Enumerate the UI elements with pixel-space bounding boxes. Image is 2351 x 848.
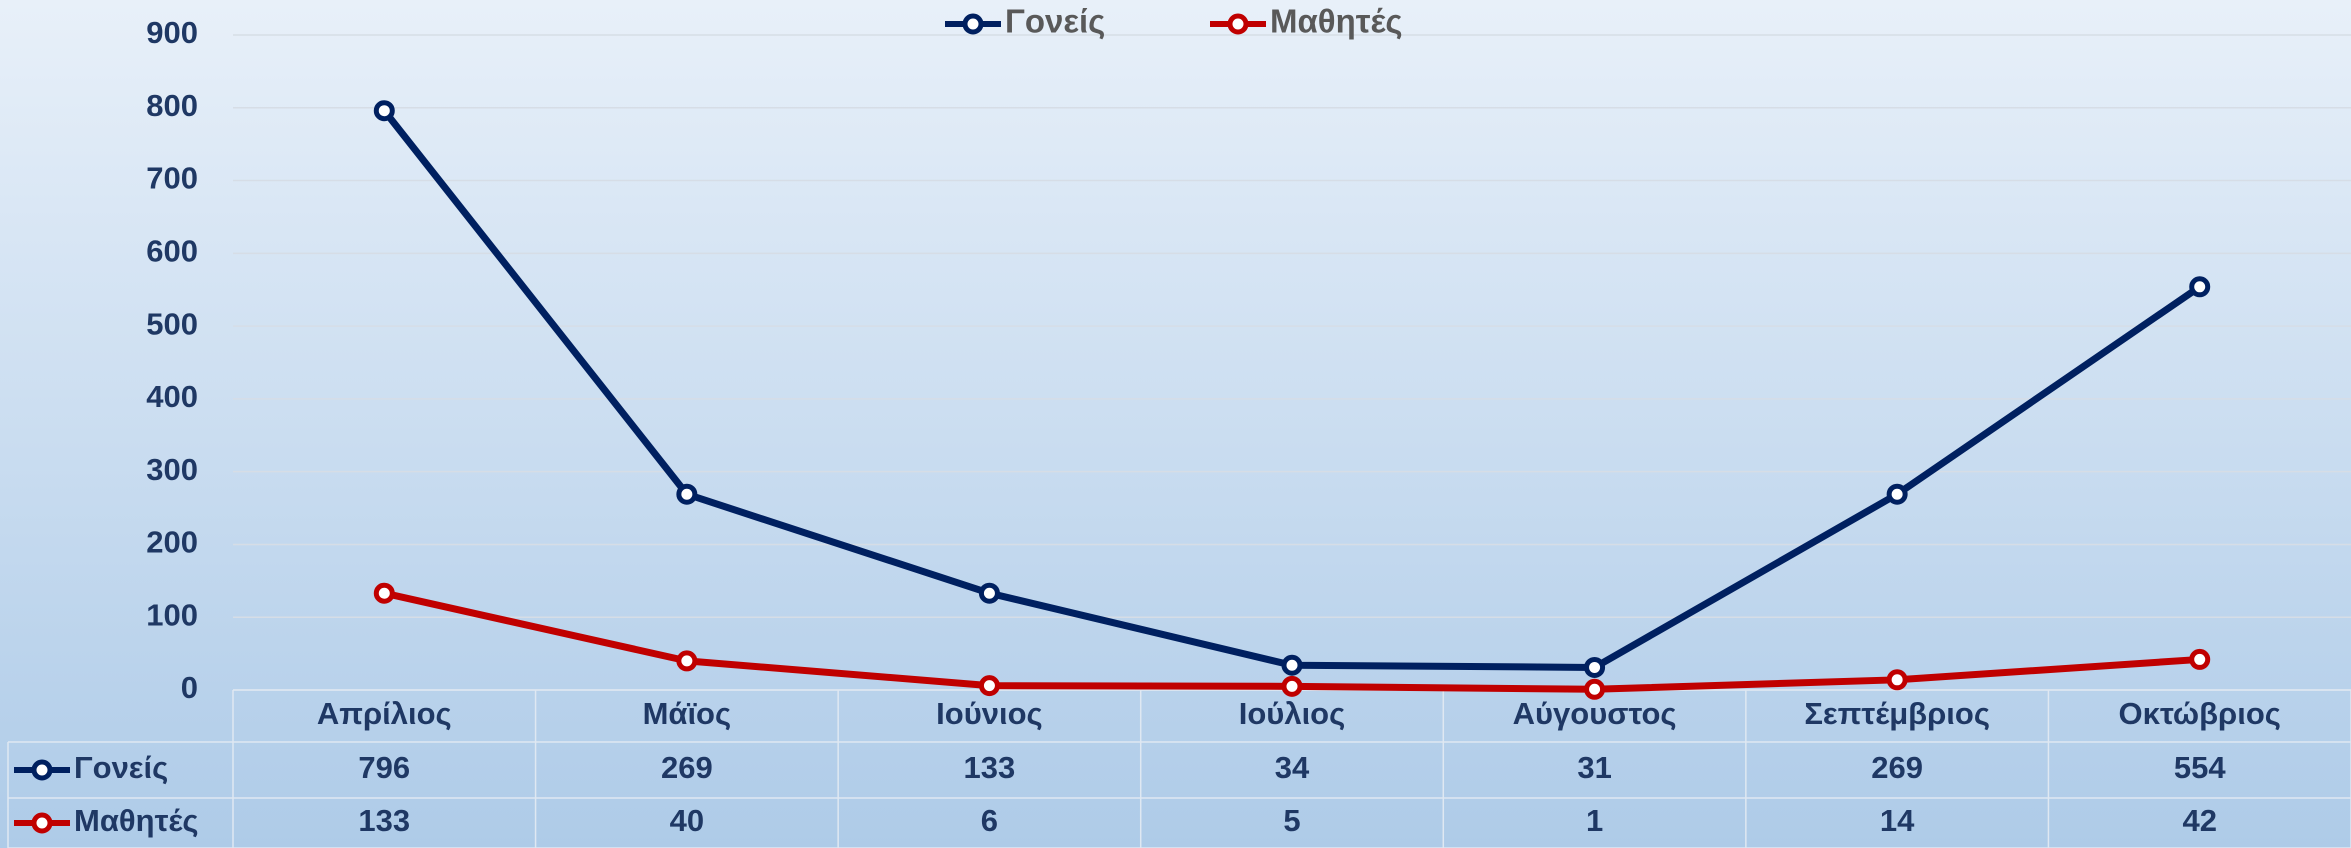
point	[1886, 669, 1908, 691]
x-tick-label: Μάϊος	[643, 696, 732, 731]
table-value: 269	[661, 750, 713, 785]
table-key	[31, 759, 53, 781]
point	[978, 675, 1000, 697]
table-value: 31	[1577, 750, 1611, 785]
y-tick-label: 500	[146, 306, 198, 341]
x-tick-label: Ιούνιος	[936, 696, 1043, 731]
x-tick-label: Απρίλιος	[317, 696, 452, 731]
table-value: 133	[358, 803, 410, 838]
table-value: 269	[1871, 750, 1923, 785]
y-tick-label: 300	[146, 452, 198, 487]
y-tick-label: 100	[146, 597, 198, 632]
point	[676, 650, 698, 672]
y-tick-label: 700	[146, 161, 198, 196]
legend-label: Μαθητές	[1270, 3, 1403, 40]
table-value: 796	[358, 750, 410, 785]
legend-label: Γονείς	[1005, 3, 1105, 40]
point	[1281, 675, 1303, 697]
x-tick-label: Ιούλιος	[1239, 696, 1346, 731]
point	[676, 483, 698, 505]
point	[1584, 678, 1606, 700]
point	[2189, 276, 2211, 298]
point	[1281, 654, 1303, 676]
point	[1584, 656, 1606, 678]
table-key	[31, 812, 53, 834]
y-tick-label: 400	[146, 379, 198, 414]
table-value: 14	[1880, 803, 1915, 838]
table-value: 1	[1586, 803, 1603, 838]
table-value: 5	[1283, 803, 1300, 838]
table-value: 6	[981, 803, 998, 838]
table-value: 40	[670, 803, 704, 838]
table-value: 133	[964, 750, 1016, 785]
y-tick-label: 600	[146, 234, 198, 269]
y-tick-label: 900	[146, 15, 198, 50]
table-value: 554	[2174, 750, 2226, 785]
legend-key	[1227, 13, 1249, 35]
y-tick-label: 0	[181, 670, 198, 705]
x-tick-label: Αύγουστος	[1513, 696, 1677, 731]
table-value: 42	[2182, 803, 2216, 838]
table-row-label: Γονείς	[74, 750, 168, 785]
y-tick-label: 800	[146, 88, 198, 123]
point	[373, 582, 395, 604]
x-tick-label: Οκτώβριος	[2119, 696, 2281, 731]
table-row-label: Μαθητές	[74, 803, 199, 838]
point	[978, 582, 1000, 604]
table-value: 34	[1275, 750, 1310, 785]
point	[373, 100, 395, 122]
point	[1886, 483, 1908, 505]
x-tick-label: Σεπτέμβριος	[1804, 696, 1990, 731]
y-tick-label: 200	[146, 525, 198, 560]
legend-key	[962, 13, 984, 35]
point	[2189, 648, 2211, 670]
